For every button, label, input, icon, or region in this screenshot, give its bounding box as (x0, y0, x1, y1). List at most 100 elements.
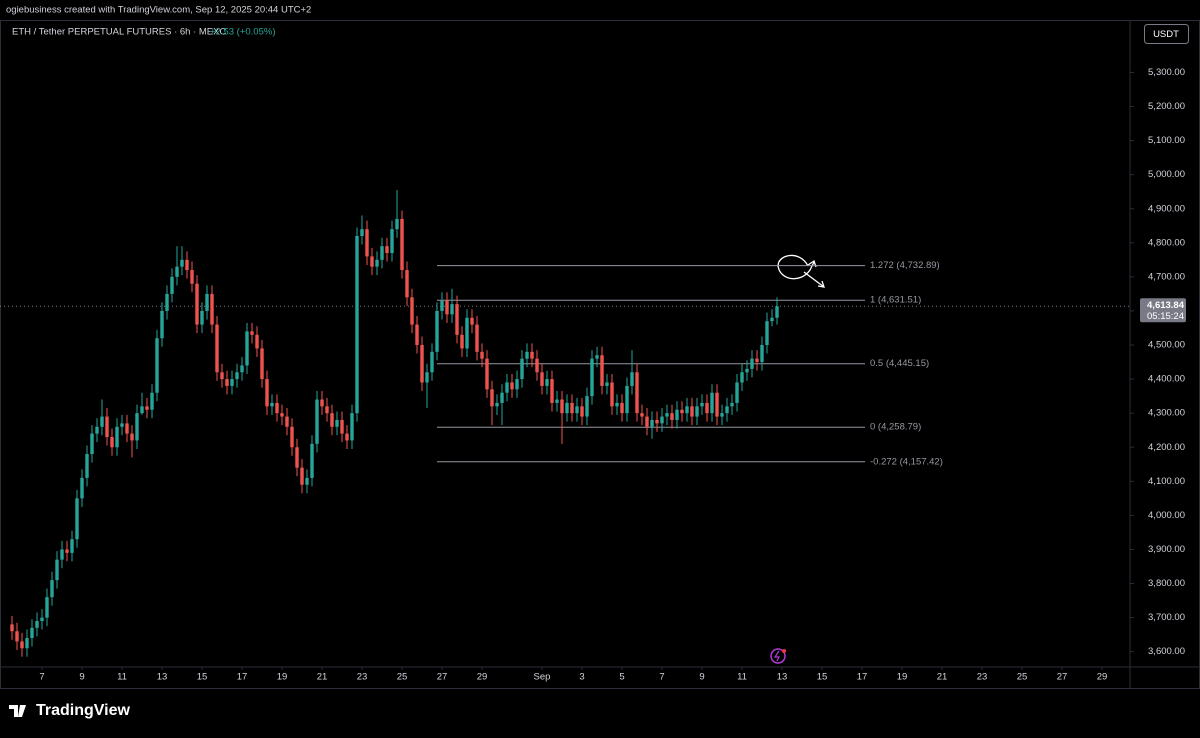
x-tick-label: 17 (237, 672, 248, 683)
candle-body (55, 559, 59, 581)
candle-body (525, 351, 529, 359)
candle-body (775, 306, 779, 318)
candle-body (735, 382, 739, 403)
x-tick-label: 27 (1057, 672, 1068, 683)
candle-body (440, 300, 444, 311)
candle-body (230, 379, 234, 386)
candle-body (50, 580, 54, 598)
change: +2.53 (+0.05%) (210, 27, 276, 38)
candle-body (405, 270, 409, 298)
y-tick-label: 4,700.00 (1148, 271, 1185, 282)
candle-body (490, 389, 494, 407)
logo (9, 705, 26, 717)
candle-body (420, 345, 424, 383)
candle-body (745, 368, 749, 373)
candle-body (25, 638, 29, 649)
candle-body (675, 409, 679, 420)
candle-body (325, 406, 329, 414)
candle-body (320, 399, 324, 407)
candle-body (465, 317, 469, 349)
countdown: 05:15:24 (1147, 311, 1184, 322)
candle-body (95, 426, 99, 434)
candle-body (330, 413, 334, 427)
candle-body (625, 385, 629, 414)
candle-body (40, 617, 44, 622)
candle-body (660, 416, 664, 424)
candle-body (135, 413, 139, 441)
candle-body (205, 293, 209, 311)
candle-body (715, 392, 719, 417)
candle-body (765, 321, 769, 346)
currency-button[interactable] (1144, 24, 1189, 44)
candle-body (705, 402, 709, 414)
y-tick-label: 5,000.00 (1148, 169, 1185, 180)
candle-body (225, 379, 229, 386)
candle-body (415, 324, 419, 346)
candle-body (85, 454, 89, 478)
candle-body (655, 419, 659, 424)
candle-body (35, 621, 39, 628)
candle-body (610, 382, 614, 407)
candle-body (120, 423, 124, 427)
fib-level-label: -0.272 (4,157.42) (870, 456, 943, 467)
candle-body (260, 348, 264, 380)
candle-body (335, 419, 339, 427)
candle-body (475, 324, 479, 352)
y-tick-label: 4,300.00 (1148, 408, 1185, 419)
candle-body (720, 413, 724, 417)
candle-body (755, 358, 759, 363)
candle-body (400, 218, 404, 271)
x-tick-label: 9 (699, 672, 704, 683)
candle-body (485, 358, 489, 390)
candle-body (300, 467, 304, 485)
candle-body (565, 402, 569, 414)
logo-dot (20, 705, 24, 709)
x-tick-label: 25 (397, 672, 408, 683)
candle-body (645, 416, 649, 427)
candle-body (45, 597, 49, 618)
candle-body (505, 382, 509, 393)
brand: TradingView (36, 702, 131, 719)
candle-body (635, 372, 639, 414)
candle-body (175, 266, 179, 277)
y-tick-label: 4,100.00 (1148, 476, 1185, 487)
fib-level-label: 0.5 (4,445.15) (870, 358, 929, 369)
currency[interactable]: USDT (1153, 29, 1179, 40)
candle-body (725, 406, 729, 414)
caption: ogiebusiness created with TradingView.co… (6, 5, 311, 16)
y-tick-label: 3,600.00 (1148, 646, 1185, 657)
candle-body (710, 392, 714, 414)
y-tick-label: 3,700.00 (1148, 612, 1185, 623)
y-tick-label: 4,200.00 (1148, 442, 1185, 453)
candle-body (435, 310, 439, 352)
candle-body (670, 413, 674, 420)
x-tick-label: 21 (937, 672, 948, 683)
candle-body (250, 331, 254, 335)
candle-body (545, 379, 549, 386)
candle-body (305, 477, 309, 485)
candle-body (105, 416, 109, 438)
candle-body (360, 229, 364, 236)
candle-body (495, 402, 499, 407)
candle-body (630, 372, 634, 386)
candle-body (685, 406, 689, 414)
candle-body (500, 392, 504, 403)
x-tick-label: 15 (817, 672, 828, 683)
candle-body (620, 402, 624, 414)
candle-body (100, 416, 104, 427)
candle-body (285, 416, 289, 427)
y-tick-label: 5,200.00 (1148, 101, 1185, 112)
fib-level-label: 0 (4,258.79) (870, 422, 921, 433)
event-icon[interactable] (770, 648, 786, 664)
candle-body (80, 477, 84, 499)
x-tick-label: 5 (619, 672, 624, 683)
candle-body (20, 641, 24, 649)
candle-body (220, 372, 224, 380)
candle-body (70, 539, 74, 553)
candle-body (540, 372, 544, 386)
fib-level-label: 1.272 (4,732.89) (870, 260, 940, 271)
candle-body (255, 334, 259, 349)
chart-panel (0, 20, 1200, 689)
candle-body (245, 331, 249, 366)
